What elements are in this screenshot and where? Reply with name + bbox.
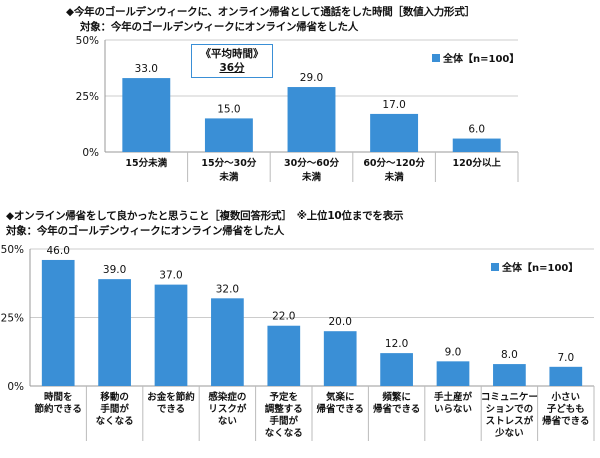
chart2-bar [380,353,413,386]
chart2-x-tick-label: 帰省できる [542,415,589,427]
chart2-legend-label: 全体【n=100】 [501,261,578,274]
chart2-x-tick-label: 移動の [100,391,129,403]
average-time-annotation: 《平均時間》 36分 [191,44,273,78]
chart1-x-tick-label: 15分～30分 [201,157,256,169]
chart2-data-label: 20.0 [329,316,352,328]
chart1-x-tick-label: 60分～120分 [363,157,425,169]
chart2-data-label: 9.0 [445,346,462,358]
chart2-x-tick-label: ない [218,416,237,427]
chart2-x-tick-label: 感染症の [208,391,246,403]
chart2-x-tick-label: 調整する [265,403,303,415]
chart2-bar [323,331,357,386]
chart1-data-label: 6.0 [468,124,485,136]
chart2-ytick-label: 25% [1,313,24,325]
chart2-data-label: 7.0 [557,352,574,364]
chart1-data-label: 29.0 [300,72,323,84]
chart2-bar [211,298,244,386]
chart1-legend-label: 全体【n=100】 [442,52,519,65]
chart1: 0%25%50%33.015分未満15.015分～30分未満29.030分～60… [76,35,520,183]
chart1-data-label: 17.0 [382,99,405,111]
chart2-x-tick-label: 時間を [44,391,73,403]
chart2-x-tick-label: リスクが [208,403,247,415]
chart1-bar [370,113,419,152]
chart1-ytick-label: 25% [76,91,99,103]
chart1-x-tick-label: 未満 [301,171,322,183]
chart2-bar [549,366,583,386]
chart1-bar [204,118,253,152]
chart2-x-tick-label: ションでの [486,404,534,415]
chart1-bar [122,78,171,152]
chart1-data-label: 33.0 [135,63,158,75]
chart2-x-tick-label: 小さい [551,391,581,403]
average-time-label: 《平均時間》 [200,48,264,60]
chart1-bar [287,87,336,152]
chart2-x-tick-label: できる [157,404,185,415]
chart2-x-tick-label: いらない [434,404,472,415]
chart2-data-label: 8.0 [501,349,518,361]
chart2-x-tick-label: なくなる [265,428,303,439]
chart1-title: ◆今年のゴールデンウィークに、オンライン帰省として通話をした時間［数値入力形式］ [66,6,475,18]
chart2-x-tick-label: 気楽に [326,391,355,403]
chart2-x-tick-label: 帰省できる [373,403,420,415]
chart2-ytick-label: 0% [7,381,24,393]
average-time-value: 36分 [219,62,245,74]
chart2-x-tick-label: 手間が [100,403,129,415]
chart2-x-tick-label: 予定を [270,391,299,403]
chart2-data-label: 32.0 [216,283,239,295]
chart2-data-label: 22.0 [272,311,295,323]
chart1-x-tick-label: 未満 [218,171,239,183]
chart2-data-label: 12.0 [385,338,408,350]
chart2-x-tick-label: なくなる [96,416,134,427]
chart2-x-tick-label: 節約できる [34,403,82,415]
chart1-subtitle: 対象：今年のゴールデンウィークにオンライン帰省をした人 [80,21,359,33]
chart2-bar [154,284,188,386]
chart2-data-label: 46.0 [47,245,70,257]
chart2-title: ◆オンライン帰省をして良かったと思うこと［複数回答形式］ ※上位10位までを表示 [6,210,404,222]
chart1-x-tick-label: 30分～60分 [284,157,339,169]
chart2-legend-swatch [491,263,499,271]
chart1-x-tick-label: 15分未満 [125,157,167,169]
chart2-x-tick-label: 子どもも [547,403,585,415]
chart2-x-tick-label: 帰省できる [317,403,364,415]
chart1-ytick-label: 0% [82,147,99,159]
chart2-bar [493,364,526,386]
chart1-legend-swatch [432,54,440,62]
chart2-bar [267,325,301,386]
chart2-x-tick-label: 手間が [270,415,299,427]
chart2-bar [41,259,75,386]
chart2-x-tick-label: お金を節約 [147,391,195,403]
chart2-x-tick-label: 少ない [494,427,524,439]
chart2-x-tick-label: ストレスが [486,415,534,427]
chart1-x-tick-label: 未満 [384,171,405,183]
chart2-bar [436,361,470,386]
chart2-subtitle: 対象：今年のゴールデンウィークにオンライン帰省をした人 [6,225,285,237]
chart2-data-label: 37.0 [159,270,182,282]
chart1-bar [452,138,501,152]
chart2-x-tick-label: 手土産が [434,391,473,403]
chart2-ytick-label: 50% [1,244,24,256]
chart1-ytick-label: 50% [76,35,99,47]
chart2-bar [98,279,131,386]
chart1-x-tick-label: 120分以上 [453,157,502,169]
chart1-data-label: 15.0 [217,103,240,115]
chart2-data-label: 39.0 [103,264,126,276]
chart2-x-tick-label: 頻繁に [382,391,411,403]
chart2-x-tick-label: コミュニケー [481,392,538,403]
